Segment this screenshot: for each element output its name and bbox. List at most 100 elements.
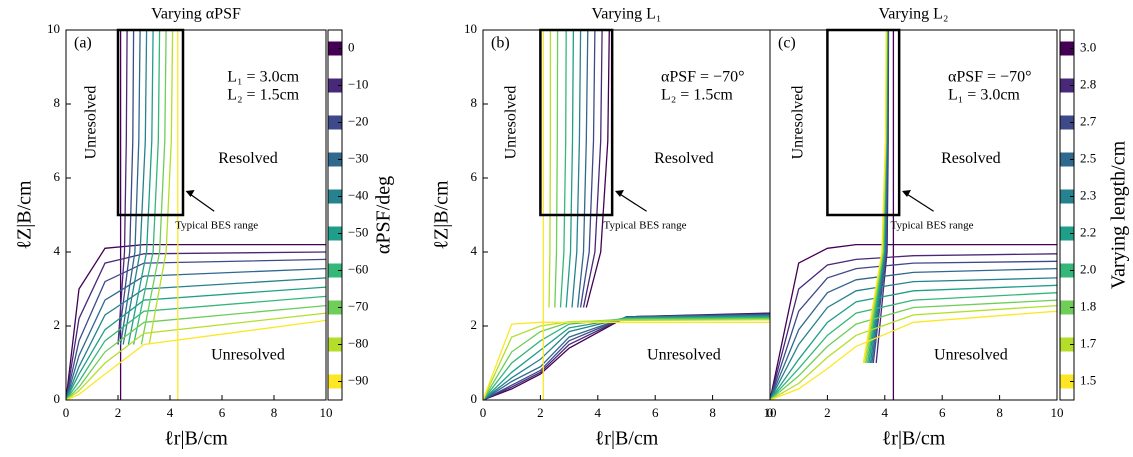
colorbar-swatch [328,41,342,56]
colorbar-tick-label: −40 [348,187,368,202]
x-tick-label: 10 [1051,405,1064,420]
colorbar-tick-label: −30 [348,150,368,165]
bes-label: Typical BES range [175,220,258,232]
curve [770,30,1057,400]
colorbar-swatch [1060,300,1074,315]
region-label: Unresolved [934,346,1008,363]
x-axis-label: ℓr|B/cm [882,428,946,450]
colorbar-tick-label: 2.7 [1080,113,1097,128]
arrow-head [185,189,195,197]
arrow [187,192,215,212]
panel-title: Varying L₁ [591,6,661,23]
y-axis-label: ℓZ|B/cm [14,180,36,250]
colorbar-label: Varying length/cm [1108,140,1130,289]
x-axis-label: ℓr|B/cm [164,428,228,450]
x-tick-label: 4 [167,405,174,420]
region-label: Resolved [654,150,714,167]
region-label: Resolved [218,150,278,167]
colorbar-swatch [1060,152,1074,167]
colorbar-tick-label: −90 [348,372,368,387]
colorbar-tick-label: −50 [348,224,368,239]
colorbar-tick-label: 3.0 [1080,39,1096,54]
curve [66,30,326,400]
x-tick-label: 4 [882,405,889,420]
curve [483,30,770,400]
x-tick-label: 6 [219,405,226,420]
curve [66,30,326,400]
x-tick-label: 4 [595,405,602,420]
bes-box [116,28,185,217]
colorbar-tick-label: 1.5 [1080,372,1096,387]
colorbar-frame [1059,29,1075,401]
curve [66,30,326,400]
parameter: L₁ = 3.0cm [227,69,299,86]
y-tick-label: 2 [54,317,61,332]
curve [483,30,770,400]
region-label: Unresolved [647,346,721,363]
panel-label: (b) [491,35,510,52]
arrow [904,192,934,212]
colorbar-swatch [1060,78,1074,93]
colorbar-swatch [328,337,342,352]
colorbar-swatch [328,189,342,204]
colorbar-tick-label: −70 [348,298,368,313]
plot-area [66,30,326,400]
colorbar-swatch [328,152,342,167]
region-label: Unresolved [789,86,806,160]
colorbar-swatch [328,78,342,93]
colorbar-tick-label: 2.3 [1080,187,1096,202]
colorbar-swatch [328,374,342,389]
plot-area [770,30,1057,400]
colorbar-swatch [1060,263,1074,278]
x-tick-label: 2 [824,405,831,420]
y-tick-label: 10 [464,21,477,36]
y-tick-label: 2 [471,317,478,332]
colorbar-tick-label: 1.8 [1080,298,1096,313]
panel-title: Varying L₂ [878,6,948,23]
colorbar-swatch [1060,374,1074,389]
x-tick-label: 8 [709,405,716,420]
x-tick-label: 8 [996,405,1003,420]
colorbar-tick-label: −80 [348,335,368,350]
colorbar-tick-label: 2.0 [1080,261,1096,276]
colorbar-label: αPSF/deg [373,176,395,254]
parameter: L₂ = 1.5cm [661,87,733,104]
colorbar-tick-label: 2.8 [1080,76,1096,91]
region-label: Unresolved [211,346,285,363]
colorbar-frame [327,29,343,401]
arrow-head [902,189,912,197]
y-axis-label: ℓZ|B/cm [431,180,453,250]
x-tick-label: 2 [537,405,544,420]
x-axis-label: ℓr|B/cm [595,428,659,450]
colorbar-tick-label: 2.5 [1080,150,1096,165]
region-label: Resolved [941,150,1001,167]
x-tick-label: 0 [480,405,487,420]
arrow-head [615,189,625,197]
colorbar-swatch [1060,226,1074,241]
axes-frame [65,29,327,401]
region-label: Unresolved [83,86,100,160]
bes-label: Typical BES range [604,220,687,232]
y-tick-label: 4 [471,243,478,258]
colorbar-tick-label: 0 [348,39,355,54]
y-tick-label: 6 [54,169,61,184]
panel-label: (c) [778,35,796,52]
colorbar-tick-label: −20 [348,113,368,128]
colorbar-tick-label: −10 [348,76,368,91]
parameter: αPSF = −70° [661,69,745,86]
curve [66,30,326,400]
curve [66,30,326,400]
curve [66,30,326,400]
x-tick-label: 0 [63,405,70,420]
curve [483,30,770,400]
colorbar-swatch [328,226,342,241]
y-tick-label: 10 [47,21,60,36]
panel-title: Varying αPSF [151,6,241,23]
y-tick-label: 0 [54,391,61,406]
curve [483,30,770,400]
curve [66,30,326,400]
x-tick-label: 2 [115,405,122,420]
colorbar-swatch [1060,189,1074,204]
region-label: Unresolved [502,86,519,160]
